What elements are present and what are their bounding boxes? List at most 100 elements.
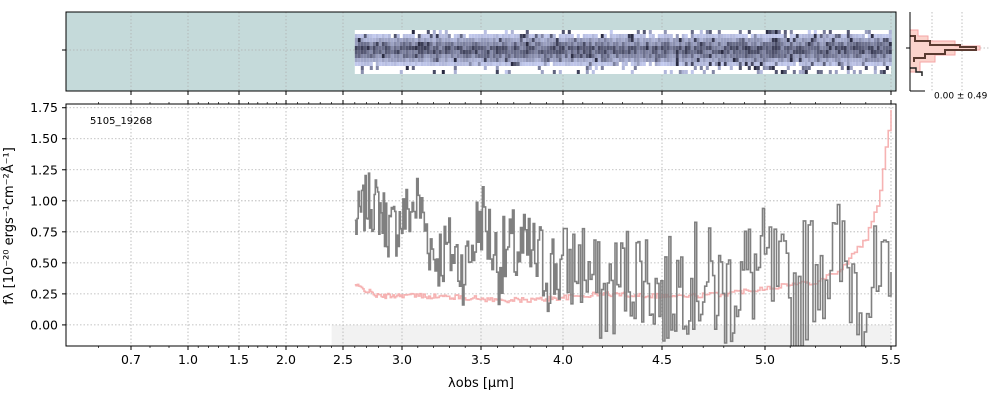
spectrum-2d-pixel [360,66,364,70]
spectrum-2d-pixel [375,54,379,58]
spectrum-2d-pixel [789,46,793,50]
spectrum-2d-pixel [639,38,643,42]
spectrum-2d-pixel [729,42,733,46]
spectrum-2d-pixel [672,58,676,62]
spectrum-2d-pixel [765,30,769,34]
spectrum-2d-pixel [867,30,871,34]
spectrum-2d-pixel [492,46,496,50]
spectrum-2d-pixel [480,62,484,66]
spectrum-2d-pixel [360,62,364,66]
spectrum-2d-pixel [567,54,571,58]
spectrum-2d-pixel [822,58,826,62]
spectrum-2d-pixel [873,54,877,58]
spectrum-2d-pixel [393,62,397,66]
spectrum-2d-pixel [681,38,685,42]
spectrum-2d-pixel [876,50,880,54]
spectrum-2d-pixel [495,38,499,42]
spectrum-2d-pixel [453,58,457,62]
spectrum-2d-pixel [582,54,586,58]
spectrum-2d-pixel [702,62,706,66]
spectrum-2d-pixel [819,62,823,66]
spectrum-2d-pixel [669,62,673,66]
spectrum-2d-pixel [798,54,802,58]
spectrum-2d-pixel [390,50,394,54]
spectrum-2d-pixel [786,62,790,66]
spectrum-2d-pixel [561,50,565,54]
spectrum-2d-pixel [555,42,559,46]
spectrum-2d-pixel [828,70,832,74]
spectrum-2d-pixel [552,38,556,42]
spectrum-2d-pixel [609,62,613,66]
spectrum-2d-pixel [594,54,598,58]
spectrum-2d-pixel [831,50,835,54]
spectrum-2d-pixel [888,34,892,38]
spectrum-2d-pixel [837,38,841,42]
spectrum-2d-pixel [810,42,814,46]
spectrum-2d-pixel [405,66,409,70]
spectrum-2d-pixel [711,62,715,66]
spectrum-2d-pixel [870,62,874,66]
spectrum-2d-pixel [753,66,757,70]
spectrum-2d-pixel [585,54,589,58]
spectrum-2d-pixel [594,62,598,66]
spectrum-2d-pixel [693,58,697,62]
spectrum-2d-pixel [363,34,367,38]
spectrum-2d-pixel [423,34,427,38]
spectrum-2d-pixel [558,58,562,62]
spectrum-2d-pixel [573,62,577,66]
spectrum-2d-pixel [819,70,823,74]
spectrum-2d-pixel [576,38,580,42]
spectrum-2d-pixel [510,30,514,34]
spectrum-2d-pixel [627,46,631,50]
spectrum-2d-pixel [420,46,424,50]
spectrum-2d-pixel [405,38,409,42]
spectrum-2d-pixel [732,58,736,62]
spectrum-2d-pixel [747,62,751,66]
spectrum-2d-pixel [879,62,883,66]
spectrum-2d-pixel [873,38,877,42]
spectrum-2d-pixel [630,38,634,42]
x-tick-label: 2.5 [333,352,353,367]
spectrum-2d-pixel [858,54,862,58]
spectrum-2d-pixel [852,38,856,42]
spectrum-2d-pixel [768,62,772,66]
spectrum-2d-pixel [777,42,781,46]
spectrum-2d-pixel [522,50,526,54]
spectrum-2d-pixel [828,54,832,58]
spectrum-2d-pixel [558,34,562,38]
spectrum-2d-pixel [711,70,715,74]
spectrum-2d-pixel [570,42,574,46]
spectrum-2d-pixel [396,58,400,62]
spectrum-2d-pixel [516,46,520,50]
spectrum-2d-pixel [855,54,859,58]
spectrum-2d-pixel [378,42,382,46]
spectrum-2d-pixel [786,38,790,42]
spectrum-2d-pixel [849,58,853,62]
spectrum-2d-pixel [624,50,628,54]
spectrum-2d-pixel [483,54,487,58]
spectrum-2d-pixel [741,34,745,38]
spectrum-2d-pixel [768,46,772,50]
spectrum-2d-pixel [621,46,625,50]
spectrum-2d-pixel [393,50,397,54]
spectrum-2d-pixel [864,30,868,34]
spectrum-2d-pixel [390,38,394,42]
spectrum-2d-pixel [489,62,493,66]
spectrum-2d-pixel [672,62,676,66]
spectrum-2d-pixel [555,62,559,66]
spectrum-2d-pixel [861,38,865,42]
spectrum-2d-pixel [633,38,637,42]
spectrum-2d-pixel [528,54,532,58]
x-tick-label: 0.7 [121,352,141,367]
spectrum-2d-pixel [363,54,367,58]
spectrum-2d-pixel [888,58,892,62]
spectrum-2d-pixel [642,54,646,58]
spectrum-2d-pixel [615,54,619,58]
spectrum-2d-pixel [759,34,763,38]
spectrum-2d-pixel [591,62,595,66]
spectrum-2d-pixel [435,42,439,46]
spectrum-2d-pixel [387,46,391,50]
spectrum-2d-pixel [588,58,592,62]
spectrum-2d-pixel [825,42,829,46]
spectrum-2d-pixel [357,58,361,62]
